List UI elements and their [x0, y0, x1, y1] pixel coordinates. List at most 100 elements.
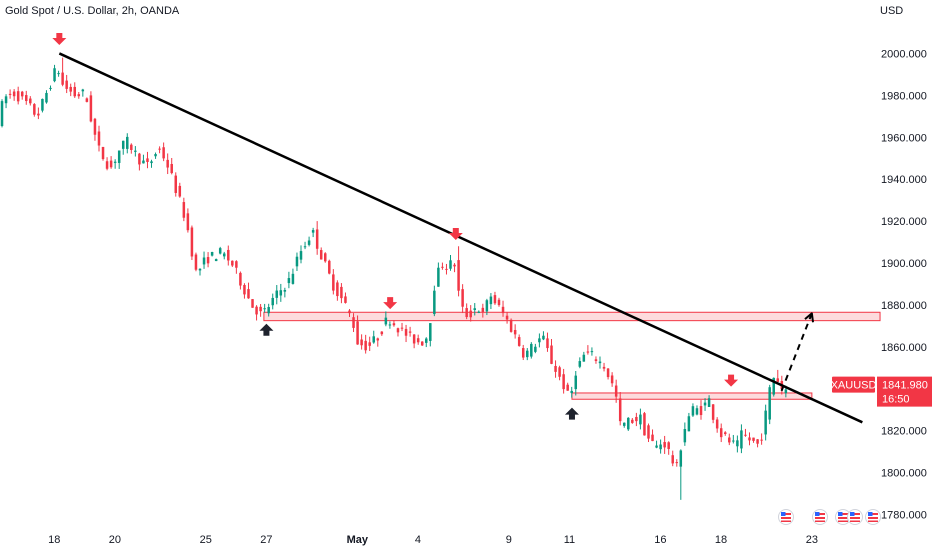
symbol-badge[interactable] — [832, 376, 875, 393]
candle-body — [287, 278, 291, 284]
candle-body — [283, 290, 287, 292]
candle-body — [198, 268, 202, 271]
candle-body — [45, 92, 48, 103]
candle-body — [635, 416, 638, 422]
resistance-zone-2[interactable] — [571, 392, 813, 400]
candle-body — [4, 96, 8, 104]
candle-body — [627, 417, 630, 430]
candle-body — [174, 175, 178, 193]
candle-body — [372, 336, 375, 343]
candle-body — [441, 266, 444, 268]
candle-body — [517, 337, 521, 346]
candle-countdown: 16:50 — [882, 394, 910, 406]
candle-body — [598, 361, 602, 364]
candle-body — [489, 296, 493, 305]
candle-body — [477, 311, 481, 313]
projection-line[interactable] — [780, 312, 813, 392]
candle-body — [526, 350, 529, 358]
candle-body — [259, 306, 262, 312]
candle-body — [158, 148, 161, 150]
candle-body — [505, 315, 509, 320]
candle-body — [602, 366, 606, 369]
candle-body — [683, 429, 687, 443]
candle-body — [534, 346, 537, 352]
last-price-badge[interactable] — [877, 376, 932, 407]
projection-arrowhead — [804, 312, 815, 323]
candle-body — [509, 319, 513, 332]
candle-body — [33, 104, 36, 115]
candle-body — [493, 295, 497, 304]
candle-body — [429, 323, 432, 341]
time-tick-label: 18 — [715, 534, 727, 546]
candle-body — [501, 306, 505, 314]
candle-body — [449, 260, 452, 269]
price-tick-label: 1860.000 — [881, 342, 927, 354]
candle-body — [348, 310, 351, 314]
down-arrow-marker — [724, 374, 739, 387]
us-flag-event-icon[interactable] — [812, 509, 828, 525]
candle-body — [760, 439, 763, 441]
candle-body — [85, 98, 89, 102]
candle-body — [582, 354, 586, 362]
price-tick-label: 1820.000 — [881, 426, 927, 438]
candle-body — [732, 440, 735, 442]
candle-body — [667, 442, 670, 449]
down-arrow-marker — [52, 33, 67, 46]
price-tick-label: 1980.000 — [881, 90, 927, 102]
candle-body — [728, 437, 731, 443]
us-flag-event-icon[interactable] — [778, 509, 794, 525]
candle-body — [554, 365, 557, 372]
time-tick-label: 23 — [806, 534, 818, 546]
candle-body — [384, 317, 388, 325]
candle-body — [412, 334, 416, 344]
candle-body — [776, 378, 780, 382]
candle-body — [109, 160, 113, 168]
candle-body — [360, 339, 363, 346]
candle-body — [65, 80, 68, 89]
candle-body — [49, 87, 52, 89]
candle-body — [562, 374, 565, 390]
candle-body — [574, 375, 578, 390]
time-tick-label: 11 — [564, 534, 575, 546]
candle-body — [324, 253, 327, 262]
candle-body — [631, 419, 634, 423]
candle-body — [473, 308, 476, 311]
price-tick-label: 2000.000 — [881, 48, 927, 60]
candle-body — [271, 297, 274, 306]
candle-body — [740, 430, 743, 449]
candle-body — [190, 227, 194, 257]
candle-body — [214, 259, 218, 262]
candle-body — [146, 158, 149, 162]
trendline[interactable] — [58, 52, 863, 424]
candle-body — [748, 437, 751, 441]
candle-body — [142, 160, 145, 164]
time-tick-label: 27 — [260, 534, 272, 546]
resistance-zone-1[interactable] — [263, 311, 881, 322]
candle-body — [703, 402, 707, 406]
candle-body — [239, 272, 242, 286]
candle-body — [178, 185, 182, 197]
candle-body — [77, 94, 81, 97]
candle-body — [279, 290, 283, 296]
candle-body — [416, 338, 420, 343]
candle-body — [707, 398, 711, 407]
candle-body — [566, 384, 569, 391]
candle-body — [16, 91, 20, 102]
candle-body — [263, 308, 266, 310]
candle-body — [368, 342, 371, 346]
time-tick-label: 18 — [48, 534, 60, 546]
candle-body — [57, 73, 60, 75]
candle-body — [186, 213, 190, 231]
us-flag-event-icon[interactable] — [847, 509, 863, 525]
candle-body — [655, 445, 658, 448]
candle-body — [243, 285, 246, 295]
candle-body — [594, 359, 598, 361]
candle-body — [497, 299, 501, 306]
candle-body — [182, 202, 186, 218]
us-flag-event-icon[interactable] — [865, 509, 881, 525]
candle-body — [97, 131, 101, 146]
candle-body — [69, 86, 72, 92]
candle-body — [542, 335, 545, 340]
